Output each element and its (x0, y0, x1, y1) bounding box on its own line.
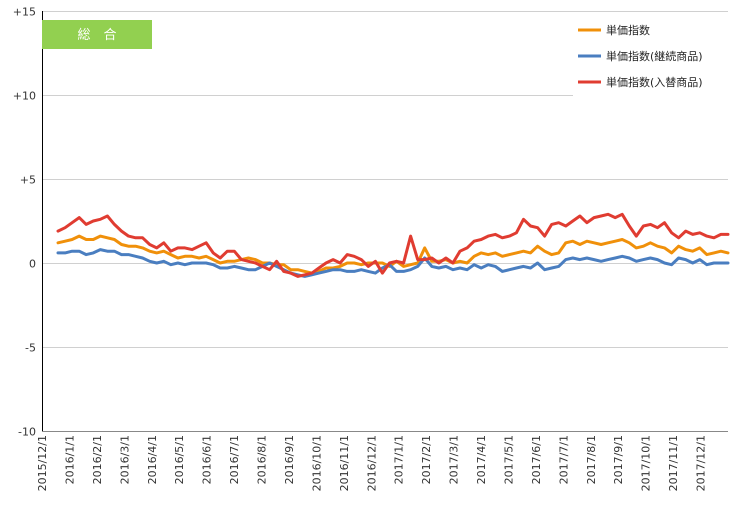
x-tick-label: 2016/9/1 (283, 435, 296, 484)
category-badge: 総 合 (42, 20, 152, 49)
y-tick-label: 0 (29, 258, 36, 271)
legend-label-1: 単価指数(継続商品) (606, 49, 703, 63)
axes (42, 11, 728, 432)
y-tick-label: +5 (20, 174, 36, 187)
x-tick-label: 2017/6/1 (530, 435, 543, 484)
y-tick-label: -5 (25, 342, 36, 355)
legend-label-2: 単価指数(入替商品) (606, 75, 703, 89)
y-tick-label: +10 (13, 90, 36, 103)
series-line-1 (56, 248, 730, 278)
x-tick-label: 2016/7/1 (228, 435, 241, 484)
x-tick-label: 2016/8/1 (256, 435, 269, 484)
badge-label: 総 合 (77, 28, 116, 43)
x-tick-label: 2016/5/1 (173, 435, 186, 484)
x-tick-label: 2017/7/1 (557, 435, 570, 484)
x-tick-label: 2017/4/1 (475, 435, 488, 484)
x-tick-label: 2016/3/1 (118, 435, 131, 484)
series-lines (56, 212, 730, 278)
x-tick-label: 2016/4/1 (146, 435, 159, 484)
y-tick-label: -10 (18, 426, 36, 439)
x-tick-label: 2017/3/1 (448, 435, 461, 484)
x-tick-label: 2017/12/1 (695, 435, 708, 491)
x-tick-label: 2015/12/1 (36, 435, 49, 491)
x-tick-label: 2016/1/1 (63, 435, 76, 484)
y-tick-labels: +15 +10 +5 0 -5 -10 (13, 6, 36, 439)
x-tick-label: 2017/11/1 (667, 435, 680, 491)
x-tick-label: 2016/11/1 (338, 435, 351, 491)
x-tick-label: 2016/2/1 (91, 435, 104, 484)
x-tick-label: 2017/5/1 (502, 435, 515, 484)
x-tick-label: 2017/2/1 (420, 435, 433, 484)
legend-label-0: 単価指数 (606, 23, 650, 37)
x-tick-label: 2017/10/1 (640, 435, 653, 491)
badge-background (42, 20, 152, 49)
series-line-0 (56, 234, 730, 275)
y-tick-label: +15 (13, 6, 36, 19)
x-tick-label: 2016/6/1 (201, 435, 214, 484)
x-tick-label: 2017/1/1 (393, 435, 406, 484)
x-tick-label: 2017/8/1 (585, 435, 598, 484)
x-tick-label: 2016/10/1 (310, 435, 323, 491)
x-tick-label: 2016/12/1 (365, 435, 378, 491)
x-tick-labels: 2015/12/1 2016/1/1 2016/2/1 2016/3/1 2016/4/… (36, 435, 708, 491)
x-tick-label: 2017/9/1 (612, 435, 625, 484)
series-line-2 (56, 212, 730, 278)
